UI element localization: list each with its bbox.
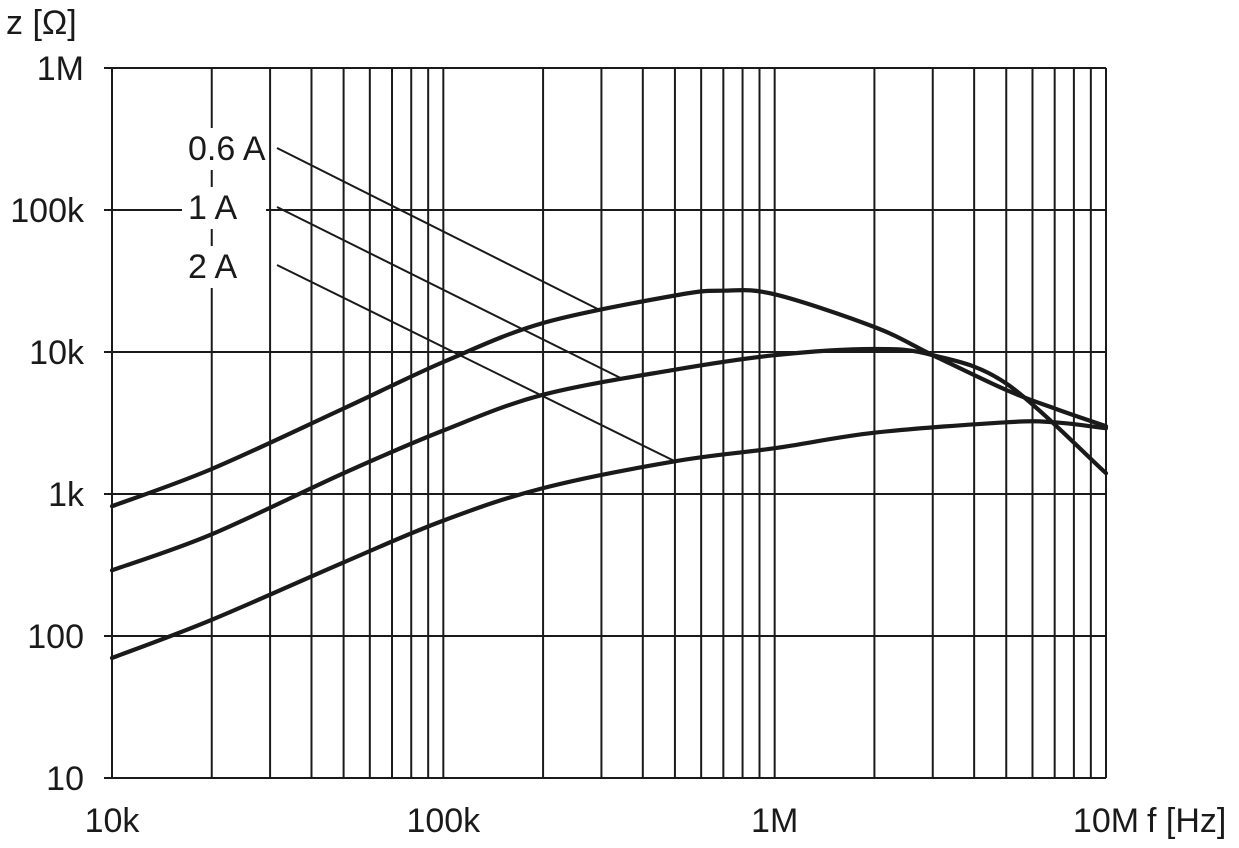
series-line-2-a	[109, 419, 1109, 661]
y-tick-label: 10	[46, 760, 84, 798]
series-line-0-6-a	[109, 288, 1109, 509]
y-tick-label: 100	[27, 618, 84, 656]
x-tick-label: 1M	[751, 802, 798, 840]
legend-label-0-6-a: 0.6 A	[188, 130, 266, 168]
legend-label-2-a: 2 A	[188, 248, 237, 286]
legend-label-1-a: 1 A	[188, 189, 237, 227]
vertical-grid-lines	[111, 68, 1107, 778]
y-tick-label: 100k	[10, 192, 85, 230]
x-tick-label: 10k	[85, 802, 141, 840]
series-line-1-a	[109, 346, 1109, 573]
horizontal-grid-lines	[104, 67, 1106, 779]
y-tick-labels: 10 100 1k 10k 100k 1M	[10, 50, 85, 798]
x-axis-label: f [Hz]	[1147, 802, 1226, 840]
y-tick-label: 1k	[48, 476, 85, 514]
x-tick-label: 100k	[406, 802, 481, 840]
y-tick-label: 1M	[37, 50, 84, 88]
legend-label-bg	[182, 246, 266, 288]
legend-label-bg	[182, 128, 266, 170]
x-tick-labels: 10k 100k 1M 10M	[85, 802, 1139, 840]
impedance-curves	[109, 288, 1109, 661]
legend-label-bg	[182, 187, 266, 229]
y-axis-label: z [Ω]	[6, 4, 77, 42]
legend-leader-0-6-a	[276, 147, 602, 312]
legend-leader-2-a	[276, 264, 676, 463]
x-tick-label: 10M	[1073, 802, 1139, 840]
y-tick-label: 10k	[29, 334, 85, 372]
curve-legend: 0.6 A 1 A 2 A	[182, 128, 676, 463]
legend-leader-1-a	[276, 206, 625, 381]
